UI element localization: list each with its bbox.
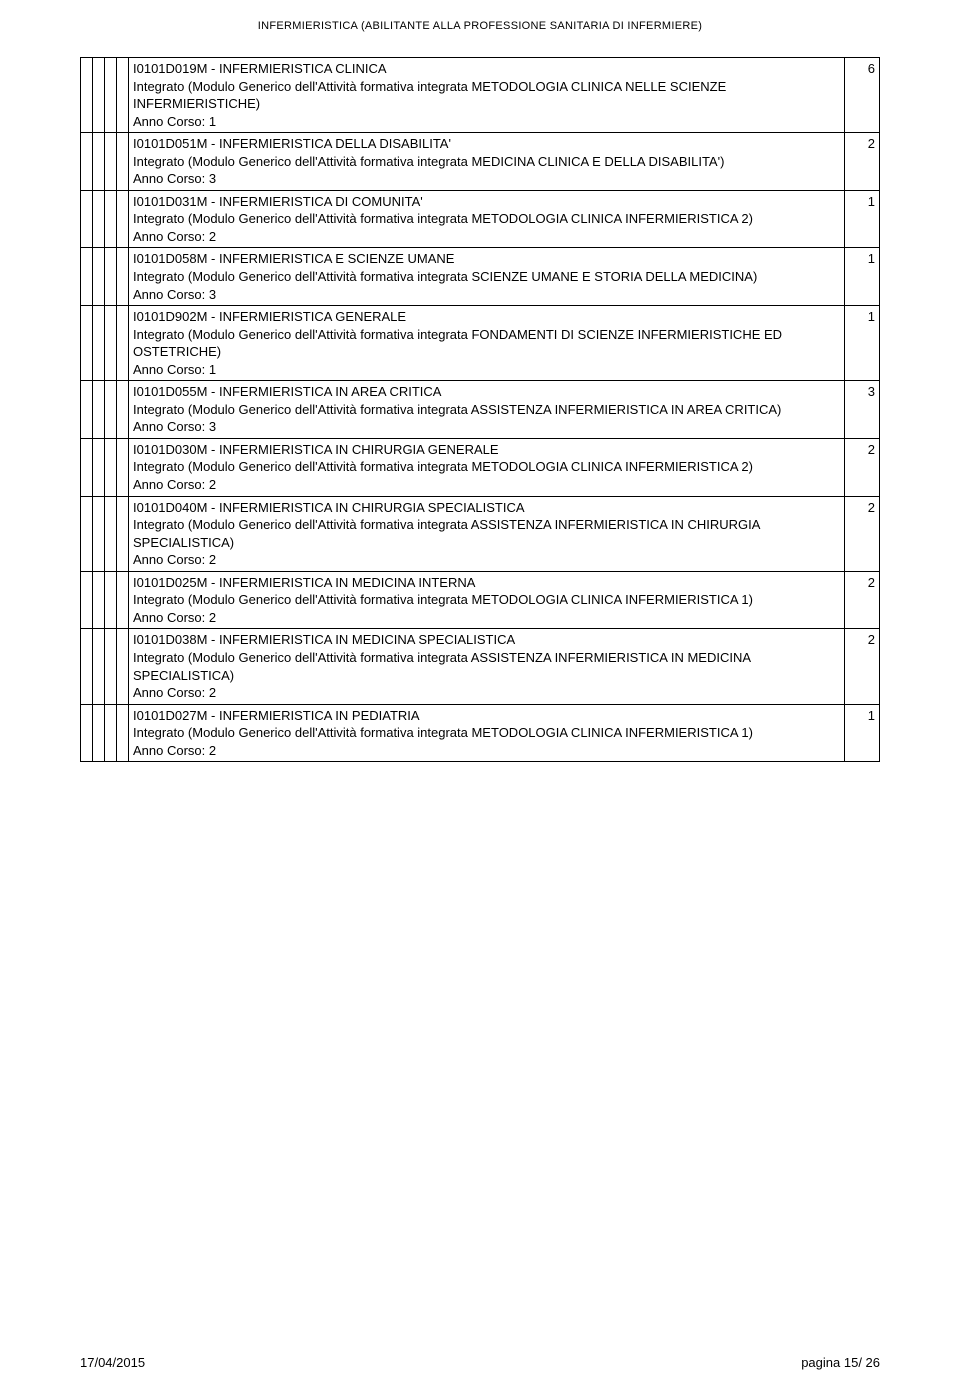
empty-cell: [93, 438, 105, 496]
empty-cell: [105, 190, 117, 248]
empty-cell: [81, 381, 93, 439]
empty-cell: [117, 58, 129, 133]
empty-cell: [81, 133, 93, 191]
table-row: I0101D031M - INFERMIERISTICA DI COMUNITA…: [81, 190, 880, 248]
empty-cell: [117, 438, 129, 496]
empty-cell: [81, 58, 93, 133]
empty-cell: [117, 571, 129, 629]
course-desc: I0101D055M - INFERMIERISTICA IN AREA CRI…: [129, 381, 845, 439]
course-desc: I0101D058M - INFERMIERISTICA E SCIENZE U…: [129, 248, 845, 306]
course-desc: I0101D902M - INFERMIERISTICA GENERALE In…: [129, 306, 845, 381]
course-credits: 2: [845, 629, 880, 704]
empty-cell: [93, 571, 105, 629]
empty-cell: [105, 248, 117, 306]
empty-cell: [93, 190, 105, 248]
course-desc: I0101D031M - INFERMIERISTICA DI COMUNITA…: [129, 190, 845, 248]
footer-date: 17/04/2015: [80, 1355, 145, 1370]
table-row: I0101D038M - INFERMIERISTICA IN MEDICINA…: [81, 629, 880, 704]
empty-cell: [105, 133, 117, 191]
empty-cell: [93, 496, 105, 571]
table-row: I0101D055M - INFERMIERISTICA IN AREA CRI…: [81, 381, 880, 439]
empty-cell: [105, 704, 117, 762]
empty-cell: [105, 629, 117, 704]
empty-cell: [105, 571, 117, 629]
table-row: I0101D019M - INFERMIERISTICA CLINICA Int…: [81, 58, 880, 133]
empty-cell: [117, 496, 129, 571]
empty-cell: [81, 438, 93, 496]
empty-cell: [117, 629, 129, 704]
empty-cell: [93, 133, 105, 191]
course-credits: 2: [845, 496, 880, 571]
empty-cell: [81, 190, 93, 248]
doc-header: INFERMIERISTICA (ABILITANTE ALLA PROFESS…: [80, 20, 880, 32]
course-credits: 1: [845, 306, 880, 381]
table-body: I0101D019M - INFERMIERISTICA CLINICA Int…: [81, 58, 880, 762]
empty-cell: [81, 496, 93, 571]
empty-cell: [105, 381, 117, 439]
empty-cell: [117, 306, 129, 381]
empty-cell: [117, 704, 129, 762]
course-credits: 6: [845, 58, 880, 133]
table-row: I0101D030M - INFERMIERISTICA IN CHIRURGI…: [81, 438, 880, 496]
empty-cell: [81, 306, 93, 381]
footer-page: pagina 15/ 26: [801, 1355, 880, 1370]
empty-cell: [117, 190, 129, 248]
table-row: I0101D027M - INFERMIERISTICA IN PEDIATRI…: [81, 704, 880, 762]
table-row: I0101D040M - INFERMIERISTICA IN CHIRURGI…: [81, 496, 880, 571]
empty-cell: [105, 306, 117, 381]
empty-cell: [105, 58, 117, 133]
empty-cell: [81, 629, 93, 704]
empty-cell: [105, 496, 117, 571]
course-credits: 3: [845, 381, 880, 439]
empty-cell: [117, 381, 129, 439]
table-row: I0101D051M - INFERMIERISTICA DELLA DISAB…: [81, 133, 880, 191]
course-desc: I0101D038M - INFERMIERISTICA IN MEDICINA…: [129, 629, 845, 704]
course-credits: 1: [845, 190, 880, 248]
course-table: I0101D019M - INFERMIERISTICA CLINICA Int…: [80, 57, 880, 762]
page: INFERMIERISTICA (ABILITANTE ALLA PROFESS…: [0, 0, 960, 1388]
footer: 17/04/2015 pagina 15/ 26: [80, 1355, 880, 1370]
course-desc: I0101D051M - INFERMIERISTICA DELLA DISAB…: [129, 133, 845, 191]
empty-cell: [93, 248, 105, 306]
table-row: I0101D025M - INFERMIERISTICA IN MEDICINA…: [81, 571, 880, 629]
course-desc: I0101D025M - INFERMIERISTICA IN MEDICINA…: [129, 571, 845, 629]
empty-cell: [81, 704, 93, 762]
course-credits: 1: [845, 248, 880, 306]
course-credits: 2: [845, 571, 880, 629]
empty-cell: [93, 704, 105, 762]
empty-cell: [93, 306, 105, 381]
empty-cell: [93, 381, 105, 439]
empty-cell: [117, 248, 129, 306]
empty-cell: [105, 438, 117, 496]
empty-cell: [81, 248, 93, 306]
course-credits: 2: [845, 438, 880, 496]
empty-cell: [117, 133, 129, 191]
course-credits: 1: [845, 704, 880, 762]
table-row: I0101D058M - INFERMIERISTICA E SCIENZE U…: [81, 248, 880, 306]
course-credits: 2: [845, 133, 880, 191]
table-row: I0101D902M - INFERMIERISTICA GENERALE In…: [81, 306, 880, 381]
course-desc: I0101D040M - INFERMIERISTICA IN CHIRURGI…: [129, 496, 845, 571]
course-desc: I0101D027M - INFERMIERISTICA IN PEDIATRI…: [129, 704, 845, 762]
course-desc: I0101D019M - INFERMIERISTICA CLINICA Int…: [129, 58, 845, 133]
empty-cell: [81, 571, 93, 629]
empty-cell: [93, 58, 105, 133]
empty-cell: [93, 629, 105, 704]
course-desc: I0101D030M - INFERMIERISTICA IN CHIRURGI…: [129, 438, 845, 496]
